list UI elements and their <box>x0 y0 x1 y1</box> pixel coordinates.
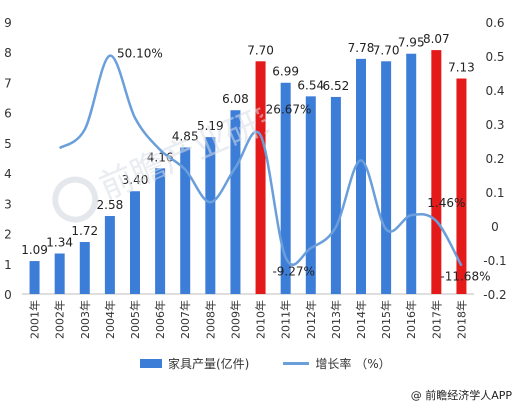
chart-legend: 家具产量(亿件) 增长率 （%） <box>140 355 391 372</box>
x-tick-label: 2016年 <box>404 300 418 339</box>
legend-label-production: 家具产量(亿件) <box>168 357 250 371</box>
bar <box>406 53 417 294</box>
y-left-tick-label: 8 <box>4 46 12 60</box>
bar-value-label: 1.72 <box>71 224 98 238</box>
bar <box>54 253 65 294</box>
x-tick-label: 2013年 <box>329 300 343 339</box>
y-right-tick-label: -0.1 <box>483 254 506 268</box>
x-tick-label: 2011年 <box>279 300 293 339</box>
bar <box>180 147 191 294</box>
x-tick-label: 2018年 <box>454 300 468 339</box>
legend-swatch-line <box>283 362 310 365</box>
growth-rate-label: -11.68% <box>440 270 490 284</box>
bar <box>356 58 366 295</box>
x-tick-label: 2004年 <box>103 300 117 339</box>
y-left-tick-label: 3 <box>4 197 12 211</box>
bar <box>130 191 140 294</box>
bar <box>79 242 90 294</box>
x-tick-label: 2003年 <box>78 300 92 339</box>
growth-rate-label: 26.67% <box>266 102 312 116</box>
x-tick-label: 2002年 <box>53 300 67 339</box>
y-right-tick-label: 0.2 <box>485 152 504 166</box>
growth-rate-label: -9.27% <box>272 265 314 279</box>
y-right-tick-label: 0.6 <box>485 16 504 30</box>
bar-value-label: 6.52 <box>323 79 350 93</box>
bar-value-label: 1.09 <box>21 243 48 257</box>
y-left-tick-label: 0 <box>4 288 12 302</box>
y-right-tick-label: -0.2 <box>483 288 506 302</box>
y-left-tick-label: 9 <box>4 16 12 30</box>
bar-value-label: 5.19 <box>197 119 224 133</box>
x-tick-label: 2012年 <box>304 300 318 339</box>
x-tick-label: 2017年 <box>429 300 443 339</box>
bar-value-label: 4.16 <box>147 150 174 164</box>
x-tick-label: 2009年 <box>228 300 242 339</box>
x-tick-label: 2006年 <box>153 300 167 339</box>
x-tick-label: 2008年 <box>203 300 217 339</box>
x-tick-label: 2001年 <box>28 300 42 339</box>
bar <box>104 216 115 294</box>
bar <box>431 50 442 295</box>
x-tick-label: 2015年 <box>379 300 393 339</box>
bar <box>280 82 291 294</box>
bar <box>255 61 266 295</box>
bar <box>381 61 392 295</box>
x-tick-label: 2014年 <box>354 300 368 339</box>
bar <box>456 78 467 294</box>
bar-value-label: 2.58 <box>97 198 124 212</box>
x-tick-label: 2005年 <box>128 300 142 339</box>
y-right-tick-label: 0.1 <box>485 186 504 200</box>
bar-value-label: 8.07 <box>423 32 450 46</box>
bar <box>230 110 241 294</box>
y-left-tick-label: 2 <box>4 228 12 242</box>
legend-swatch-bar <box>140 359 162 368</box>
bar-value-label: 6.99 <box>272 65 299 79</box>
bar <box>305 96 316 294</box>
y-left-tick-label: 1 <box>4 258 12 272</box>
y-left-tick-label: 5 <box>4 137 12 151</box>
legend-label-growth: 增长率 （%） <box>315 357 391 371</box>
y-left-tick-label: 4 <box>4 167 12 181</box>
growth-rate-label: 50.10% <box>117 47 163 61</box>
bar-value-label: 7.13 <box>448 61 475 75</box>
y-right-tick-label: 0.3 <box>485 118 504 132</box>
x-tick-label: 2010年 <box>254 300 268 339</box>
bar-value-label: 7.95 <box>398 36 425 50</box>
footer-credit: @ 前瞻经济学人APP <box>410 389 512 402</box>
bar-value-label: 4.85 <box>172 129 199 143</box>
bar <box>155 168 166 294</box>
y-left-tick-label: 7 <box>4 76 12 90</box>
growth-rate-line <box>58 54 463 267</box>
bar-value-label: 7.78 <box>348 41 375 55</box>
y-right-tick-label: 0.4 <box>485 84 504 98</box>
legend-item-growth: 增长率 （%） <box>283 355 391 372</box>
legend-item-production: 家具产量(亿件) <box>140 355 249 372</box>
y-right-tick-label: 0.5 <box>485 50 504 64</box>
bar-value-label: 6.54 <box>297 78 324 92</box>
bar <box>330 96 341 294</box>
bar-value-label: 7.70 <box>247 43 274 57</box>
bar-value-label: 1.34 <box>46 236 73 250</box>
y-left-tick-label: 6 <box>4 107 12 121</box>
bar-value-label: 6.08 <box>222 92 249 106</box>
bar-value-label: 3.40 <box>122 173 149 187</box>
x-tick-label: 2007年 <box>178 300 192 339</box>
y-right-tick-label: 0 <box>491 220 499 234</box>
growth-rate-label: 1.46% <box>427 196 465 210</box>
bar-value-label: 7.70 <box>373 43 400 57</box>
bar <box>29 261 40 294</box>
bar <box>205 137 216 294</box>
